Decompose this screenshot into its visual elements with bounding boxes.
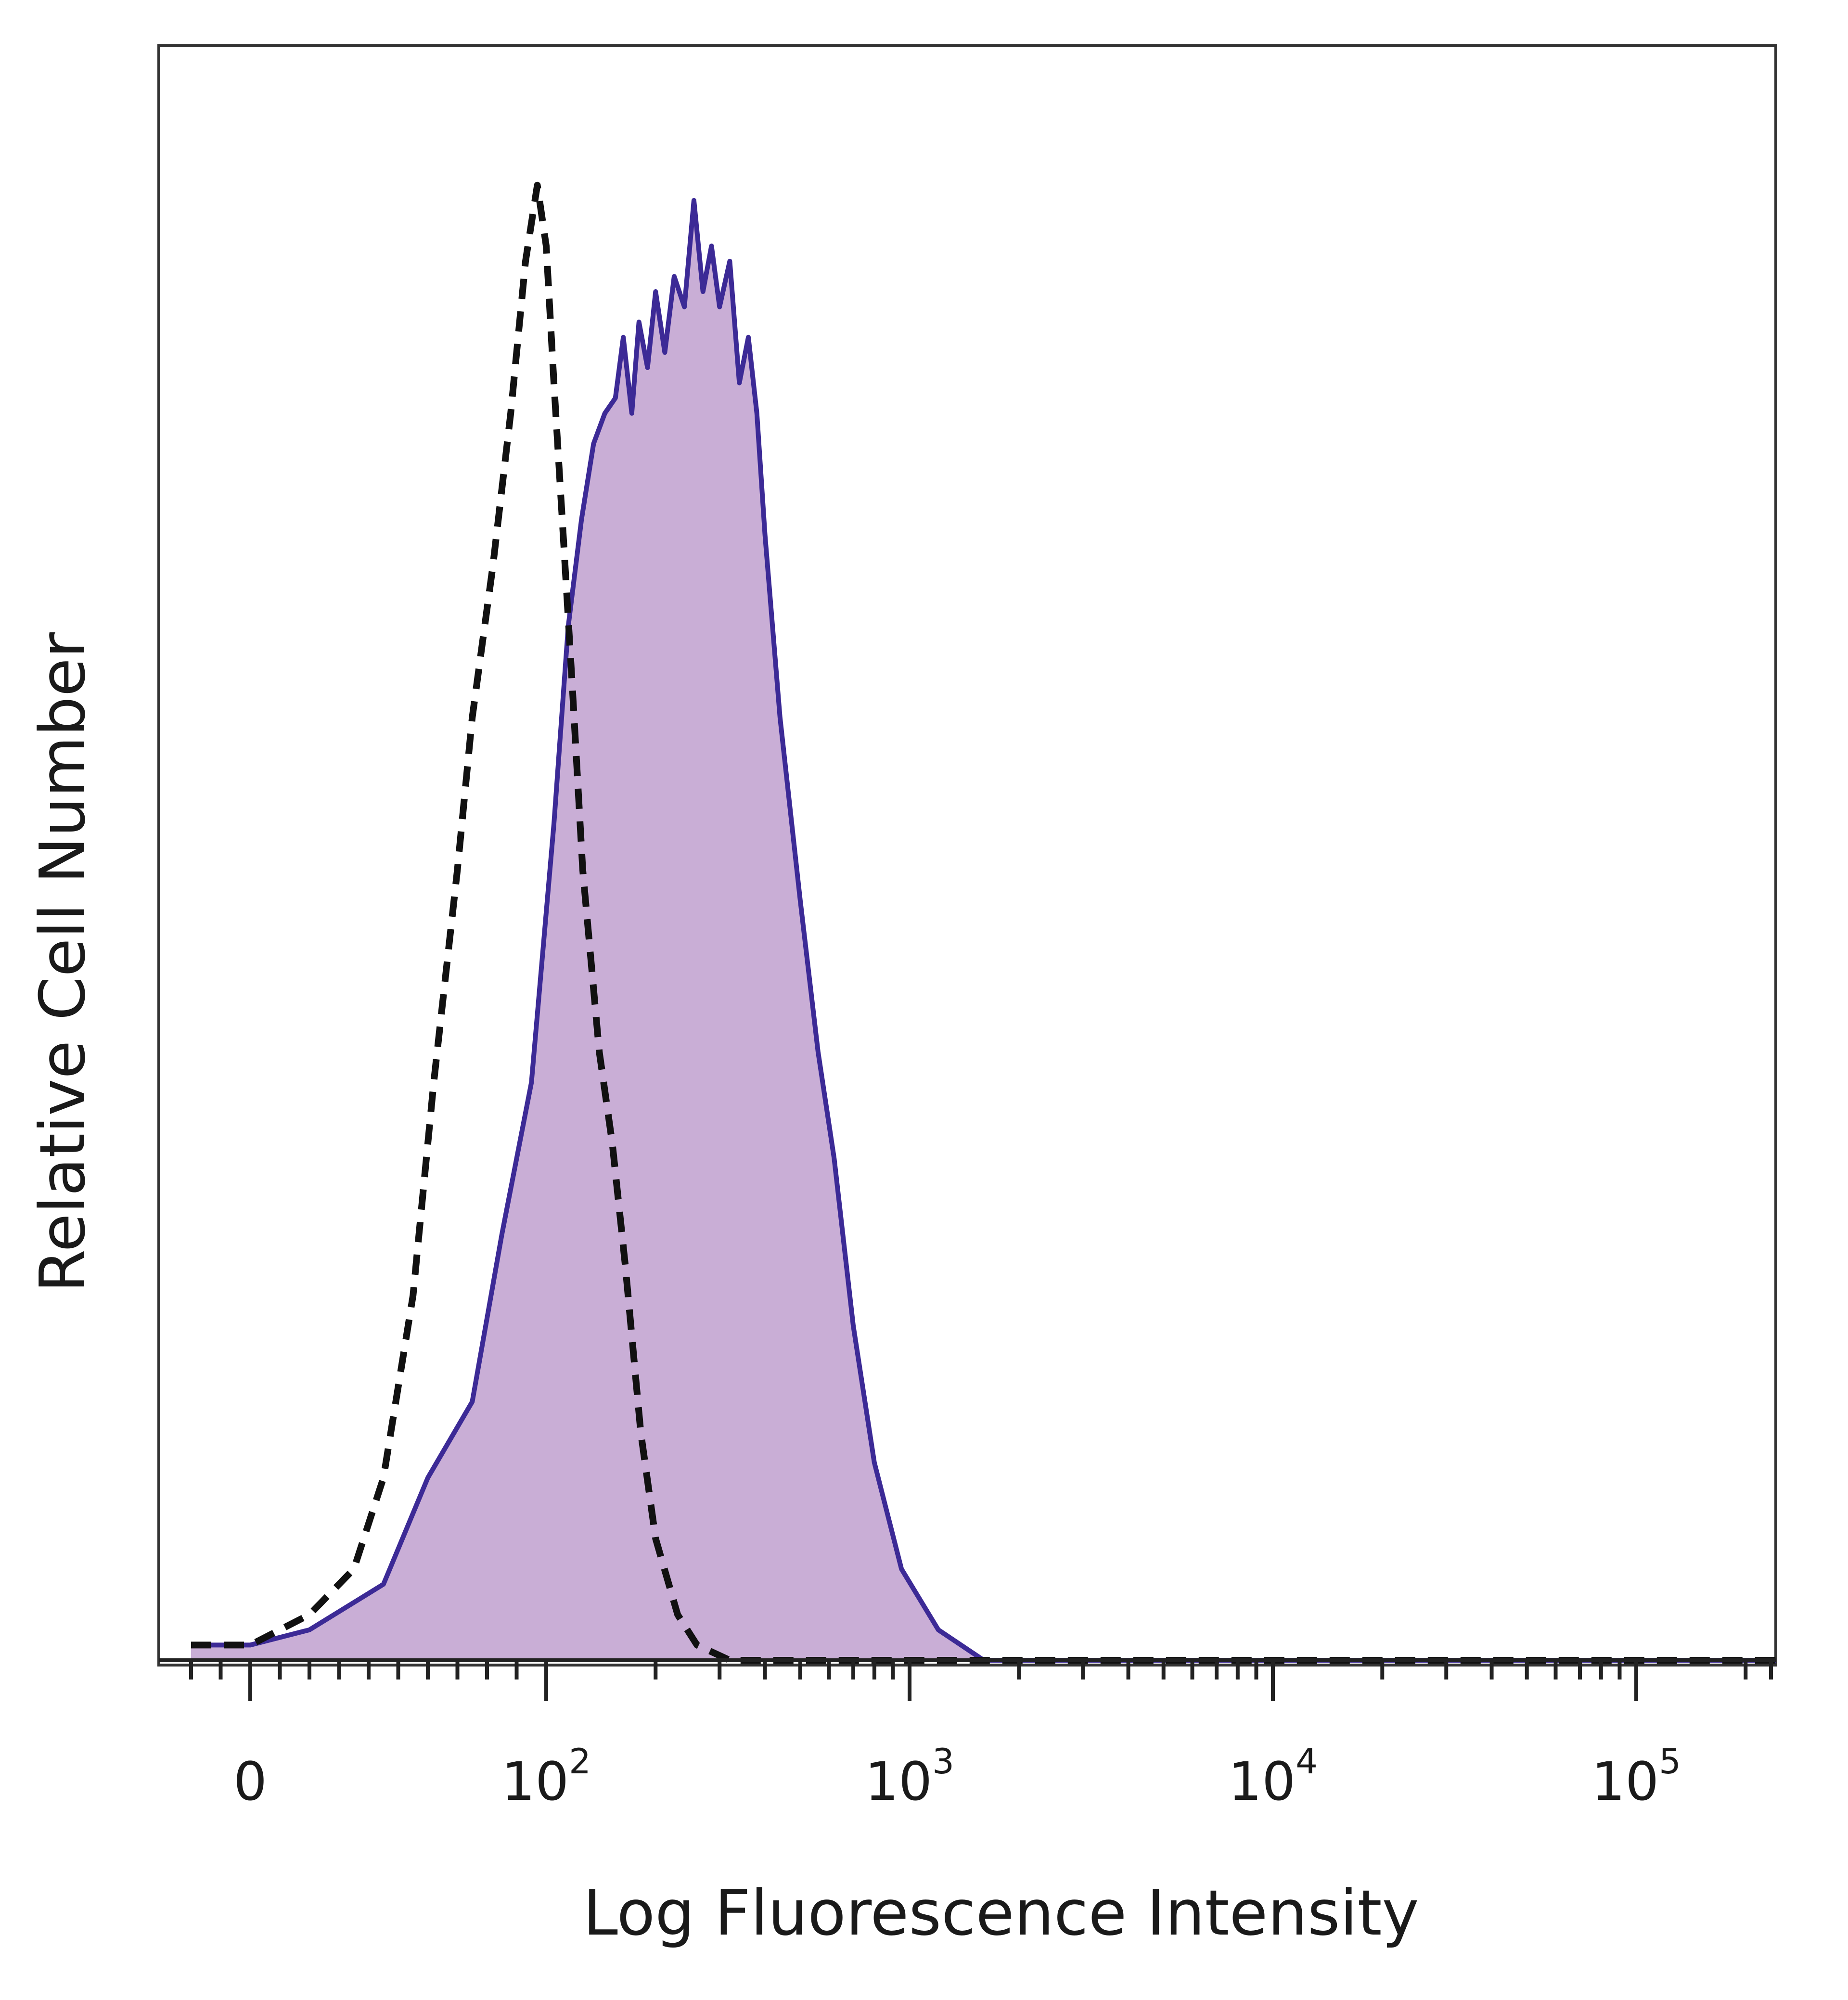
plot-area-frame: [157, 44, 1777, 1667]
x-tick-label-base: 0: [233, 1751, 267, 1812]
x-tick-label-exponent: 2: [569, 1741, 591, 1782]
x-tick-label-exponent: 5: [1659, 1741, 1681, 1782]
x-tick-label-base: 10: [1228, 1751, 1296, 1812]
x-tick-label-base: 10: [501, 1751, 569, 1812]
x-axis-title: Log Fluorescence Intensity: [583, 1876, 1419, 1949]
x-tick-label: 102: [501, 1741, 591, 1812]
x-tick-label: 104: [1228, 1741, 1318, 1812]
y-axis-title: Relative Cell Number: [26, 632, 99, 1293]
histogram-line-stained: [191, 198, 1776, 1663]
histogram-line-control: [191, 181, 1776, 1664]
x-axis: 0 102 103 104 105: [159, 1658, 1776, 1812]
x-tick-label-base: 10: [1591, 1751, 1659, 1812]
x-tick-label-base: 10: [865, 1751, 932, 1812]
x-tick-label: 0: [233, 1751, 267, 1812]
x-tick-label: 105: [1591, 1741, 1681, 1812]
x-tick-label-exponent: 3: [932, 1741, 954, 1782]
histogram-fill-stained: [191, 200, 1776, 1661]
series-layer: [191, 181, 1776, 1664]
x-tick-label-exponent: 4: [1296, 1741, 1318, 1782]
x-tick-label: 103: [865, 1741, 954, 1812]
